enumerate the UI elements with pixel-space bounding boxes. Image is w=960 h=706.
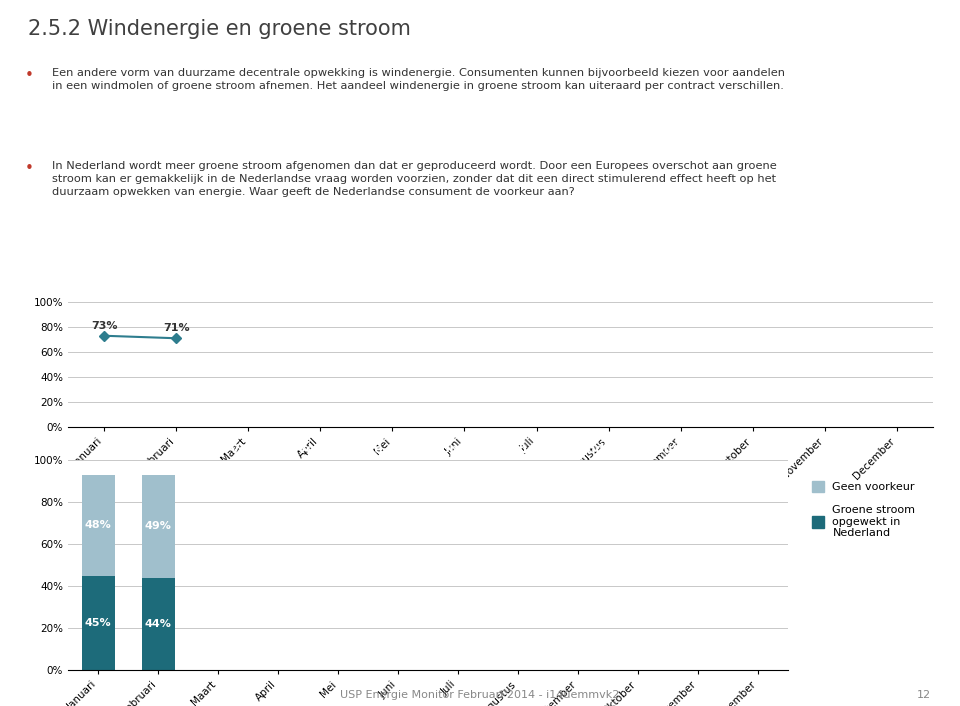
Bar [141, 578, 175, 670]
Text: •: • [24, 161, 34, 176]
Text: 48%: 48% [84, 520, 111, 530]
Text: Wind energie en groene stroom: Wind energie en groene stroom [369, 263, 591, 275]
Text: 49%: 49% [145, 521, 172, 531]
Text: 12: 12 [917, 690, 931, 700]
Text: 73%: 73% [91, 321, 117, 330]
Text: 45%: 45% [84, 618, 111, 628]
Text: Er moet meer gebruik worden gemaakt van windenergie: Er moet meer gebruik worden gemaakt van … [293, 285, 667, 297]
Text: USP Energie Monitor Februari 2014 - i14uemmvk2: USP Energie Monitor Februari 2014 - i14u… [340, 690, 620, 700]
Bar [141, 474, 175, 578]
Legend: Geen voorkeur, Groene stroom
opgewekt in
Nederland: Geen voorkeur, Groene stroom opgewekt in… [808, 476, 920, 543]
Text: Een andere vorm van duurzame decentrale opwekking is windenergie. Consumenten ku: Een andere vorm van duurzame decentrale … [52, 68, 785, 91]
Text: 2.5.2 Windenergie en groene stroom: 2.5.2 Windenergie en groene stroom [28, 19, 411, 39]
Bar [82, 474, 114, 575]
Text: Voorkeur voor groene stroom opgewekt in Nederland of het buitenland: Voorkeur voor groene stroom opgewekt in … [229, 443, 731, 455]
Text: 44%: 44% [145, 618, 172, 629]
Text: 71%: 71% [163, 323, 189, 333]
Text: •: • [24, 68, 34, 83]
Bar [82, 575, 114, 670]
Text: In Nederland wordt meer groene stroom afgenomen dan dat er geproduceerd wordt. D: In Nederland wordt meer groene stroom af… [52, 161, 777, 198]
